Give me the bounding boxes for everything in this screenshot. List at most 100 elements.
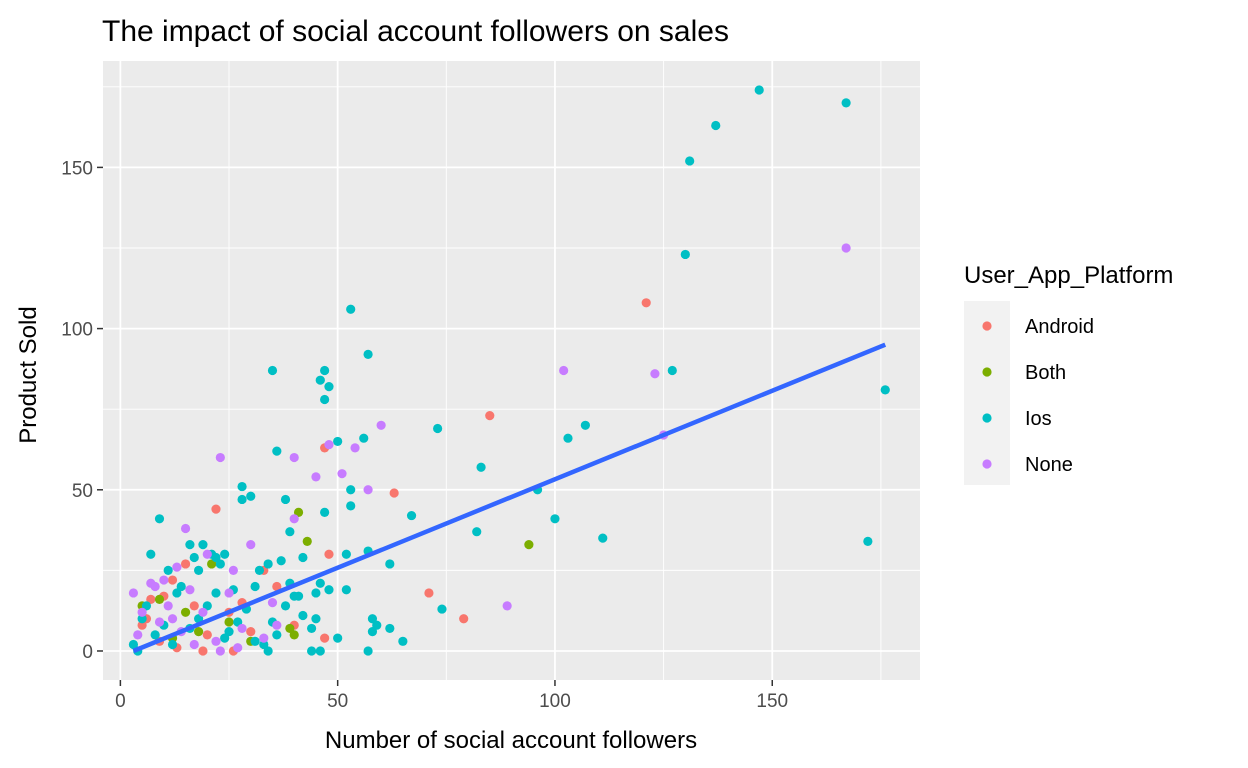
- point-android: [180, 559, 191, 569]
- point-none: [154, 617, 165, 627]
- point-none: [376, 420, 386, 430]
- point-android: [272, 581, 282, 592]
- point-ios: [285, 527, 295, 537]
- point-both: [289, 630, 299, 640]
- point-android: [320, 633, 330, 643]
- point-ios: [250, 581, 260, 592]
- point-none: [185, 585, 195, 595]
- point-ios: [754, 85, 764, 95]
- point-ios: [367, 627, 378, 637]
- point-none: [215, 646, 225, 656]
- point-ios: [146, 549, 156, 559]
- point-android: [424, 588, 434, 598]
- point-ios: [263, 559, 273, 569]
- point-ios: [667, 365, 677, 376]
- point-ios: [220, 633, 230, 643]
- point-none: [259, 633, 269, 643]
- minor-gridlines: [103, 61, 920, 680]
- point-none: [224, 588, 234, 598]
- point-ios: [233, 617, 243, 627]
- point-both: [524, 539, 534, 550]
- y-tick-label: 150: [61, 158, 93, 179]
- point-android: [189, 601, 199, 611]
- point-none: [841, 243, 851, 253]
- point-ios: [237, 494, 247, 505]
- point-none: [163, 601, 173, 611]
- point-ios: [298, 552, 308, 563]
- point-none: [350, 443, 360, 453]
- point-ios: [367, 614, 378, 624]
- legend-key-ios: [982, 413, 992, 423]
- data-points: [128, 85, 890, 656]
- x-tick-label: 50: [327, 691, 348, 712]
- point-none: [272, 620, 282, 630]
- point-none: [189, 639, 199, 650]
- point-ios: [320, 507, 330, 517]
- point-ios: [346, 304, 356, 314]
- point-ios: [324, 585, 334, 595]
- point-android: [459, 614, 469, 624]
- point-none: [128, 588, 139, 598]
- point-android: [485, 411, 495, 421]
- point-none: [267, 598, 278, 608]
- trend-line-group: [132, 342, 887, 654]
- point-ios: [333, 436, 343, 447]
- point-none: [180, 523, 191, 534]
- point-none: [363, 485, 373, 495]
- point-ios: [385, 623, 395, 634]
- point-none: [228, 565, 238, 575]
- legend-key-background: [964, 301, 1010, 485]
- point-ios: [272, 630, 282, 640]
- legend-label-both: Both: [1025, 362, 1066, 384]
- point-ios: [550, 514, 560, 524]
- plot-panel: [103, 61, 920, 680]
- point-android: [137, 620, 147, 630]
- point-ios: [194, 614, 204, 624]
- point-ios: [198, 539, 208, 550]
- point-android: [641, 298, 651, 308]
- legend-key-android: [982, 321, 992, 331]
- point-both: [180, 607, 191, 617]
- point-ios: [167, 639, 178, 650]
- point-ios: [333, 633, 343, 643]
- point-android: [202, 630, 212, 640]
- point-none: [159, 575, 169, 585]
- point-none: [337, 469, 347, 479]
- point-ios: [406, 510, 417, 521]
- point-ios: [154, 514, 165, 524]
- point-android: [167, 575, 178, 585]
- point-android: [246, 627, 256, 637]
- point-ios: [311, 614, 321, 624]
- y-tick-label: 100: [61, 320, 93, 341]
- point-ios: [176, 581, 186, 592]
- point-ios: [563, 433, 573, 443]
- point-ios: [246, 491, 256, 501]
- point-ios: [346, 485, 356, 495]
- point-android: [146, 594, 156, 605]
- point-none: [650, 369, 660, 379]
- point-android: [198, 646, 208, 656]
- point-ios: [202, 601, 212, 611]
- legend-label-android: Android: [1025, 316, 1094, 338]
- point-ios: [398, 636, 408, 646]
- point-both: [302, 536, 312, 546]
- legend-label-ios: Ios: [1025, 408, 1052, 430]
- x-axis-title: Number of social account followers: [325, 727, 697, 754]
- point-ios: [385, 559, 395, 569]
- point-ios: [250, 636, 260, 646]
- point-ios: [276, 556, 286, 566]
- point-ios: [711, 120, 721, 131]
- point-none: [311, 472, 321, 482]
- point-ios: [341, 549, 351, 559]
- point-none: [237, 623, 247, 634]
- point-android: [324, 549, 334, 559]
- point-ios: [363, 646, 373, 656]
- x-axis-ticks: 0 50 100 150: [115, 680, 788, 712]
- point-ios: [472, 527, 482, 537]
- point-both: [194, 627, 204, 637]
- point-ios: [320, 365, 330, 376]
- point-ios: [220, 549, 230, 559]
- point-none: [167, 614, 178, 624]
- legend-label-none: None: [1025, 454, 1073, 476]
